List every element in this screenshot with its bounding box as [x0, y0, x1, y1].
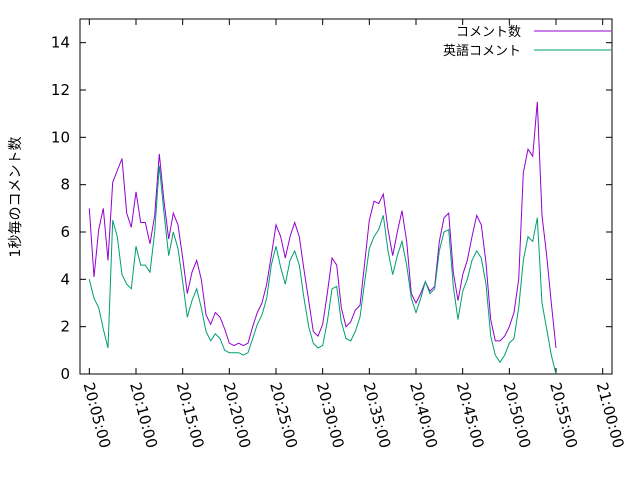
y-tick-label: 4	[60, 270, 70, 288]
x-tick-label: 21:00:00	[593, 380, 628, 450]
legend-label: コメント数	[456, 25, 521, 40]
series-line-1	[88, 101, 557, 349]
x-tick-label: 20:05:00	[79, 380, 114, 450]
series-lines	[88, 101, 557, 375]
y-tick-label: 10	[51, 128, 70, 146]
x-tick-label: 20:10:00	[126, 380, 161, 450]
x-tick-label: 20:25:00	[266, 380, 301, 450]
y-axis-ticks: 0 2 4 6 8 10 12 14	[51, 34, 612, 383]
y-tick-label: 8	[60, 176, 70, 194]
x-tick-label: 20:40:00	[406, 380, 441, 450]
x-tick-label: 20:35:00	[359, 380, 394, 450]
y-tick-label: 0	[60, 365, 70, 383]
series-line-2	[88, 165, 557, 375]
x-tick-label: 20:45:00	[453, 380, 488, 450]
legend-label: 英語コメント	[443, 43, 521, 59]
y-tick-label: 6	[60, 223, 70, 241]
y-tick-label: 2	[60, 318, 70, 336]
plot-frame	[79, 18, 613, 375]
y-tick-label: 12	[51, 81, 70, 99]
x-tick-label: 20:15:00	[173, 380, 208, 450]
y-tick-label: 14	[51, 34, 70, 52]
x-tick-label: 20:30:00	[313, 380, 348, 450]
y-axis-title: 1秒毎のコメント数	[8, 137, 24, 258]
x-tick-label: 20:20:00	[219, 380, 254, 450]
x-tick-label: 20:50:00	[499, 380, 534, 450]
x-tick-label: 20:55:00	[546, 380, 581, 450]
x-axis-ticks: 20:05:00 20:10:00 20:15:00 20:20:00 20:25:00…	[79, 19, 628, 450]
